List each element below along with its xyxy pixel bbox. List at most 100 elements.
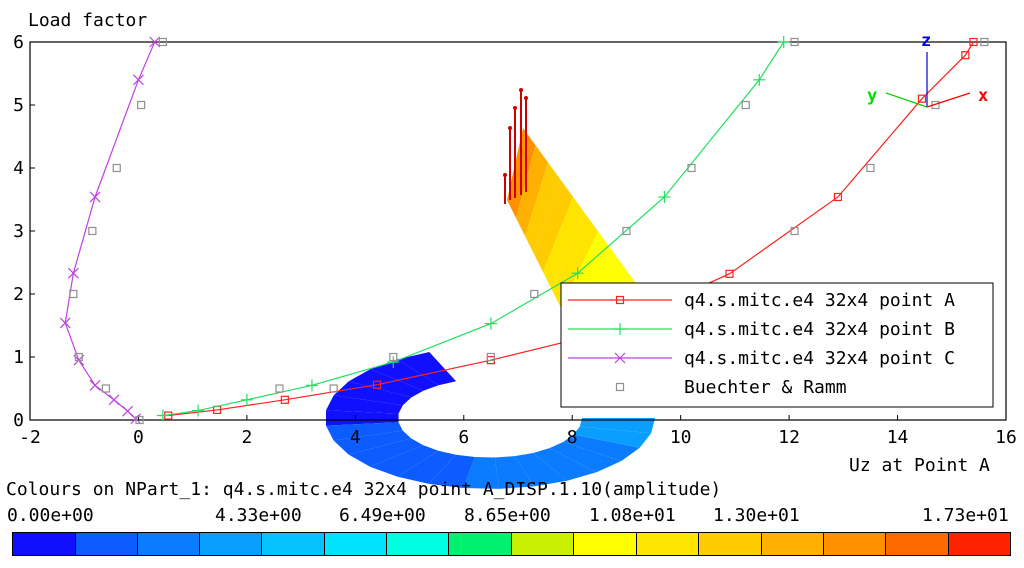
x-tick-label: 2: [241, 427, 252, 448]
legend-label: q4.s.mitc.e4 32x4 point A: [684, 290, 955, 311]
shell-band: [543, 196, 586, 290]
shell-ring-segment: [579, 418, 655, 434]
triad-x-label: x: [978, 86, 988, 106]
colourbar-divider: [448, 532, 449, 556]
triad-z-label: z: [921, 31, 931, 51]
legend-marker: [614, 323, 626, 335]
y-tick-label: 0: [13, 410, 24, 431]
legend-label: q4.s.mitc.e4 32x4 point B: [684, 319, 955, 340]
data-point: [484, 317, 497, 330]
y-tick-label: 1: [13, 347, 24, 368]
colourbar-divider: [75, 532, 76, 556]
colourbar-divider: [823, 532, 824, 556]
x-tick-label: 6: [458, 427, 469, 448]
legend-item: q4.s.mitc.e4 32x4 point C: [568, 348, 955, 369]
colourbar-divider: [573, 532, 574, 556]
load-arrow-head: [524, 96, 528, 100]
triad-y-line: [885, 92, 928, 108]
data-point: [961, 51, 970, 60]
colourbar-divider: [324, 532, 325, 556]
colourbar-cell: [760, 533, 824, 555]
colourbar-tick-label: 8.65e+00: [464, 505, 551, 526]
shell-ring-segment: [549, 441, 622, 473]
data-point: [101, 384, 111, 393]
data-point: [389, 352, 398, 362]
data-point: [622, 226, 631, 236]
y-tick-label: 5: [13, 95, 24, 116]
colourbar-tick-label: 1.73e+01: [922, 505, 1009, 526]
series-2: [156, 36, 790, 422]
shell-ring-segment: [325, 395, 403, 414]
colourbar-divider: [386, 532, 387, 556]
legend-label: Buechter & Ramm: [684, 377, 847, 398]
legend-item: q4.s.mitc.e4 32x4 point A: [568, 290, 955, 311]
load-arrow-head: [519, 88, 523, 92]
colourbar-tick-label: 1.08e+01: [589, 505, 676, 526]
shell-ring-segment: [563, 434, 640, 461]
x-tick-label: 14: [887, 427, 909, 448]
x-axis-label: Uz at Point A: [849, 455, 990, 476]
shell-ring-segment: [325, 422, 403, 441]
shell-ring-segment: [397, 450, 456, 484]
colourbar-cell: [262, 533, 325, 555]
data-point: [741, 100, 750, 110]
colourbar-divider: [948, 532, 949, 556]
load-arrow-head: [513, 106, 517, 110]
data-point: [753, 73, 766, 86]
legend-box: [560, 282, 994, 408]
colourbar-cell: [636, 533, 699, 555]
data-point: [133, 74, 144, 86]
colourbar: [12, 532, 1011, 556]
data-point: [122, 405, 134, 417]
triad-y-label: y: [867, 86, 877, 106]
shell-ring-segment: [573, 426, 652, 448]
shell-ring-segment: [370, 359, 439, 391]
data-point: [917, 94, 927, 103]
data-point: [149, 36, 161, 48]
data-point: [777, 36, 790, 48]
data-point: [833, 192, 843, 202]
colourbar-tick-label: 6.49e+00: [339, 505, 426, 526]
x-tick-label: 4: [350, 427, 361, 448]
data-point: [135, 415, 144, 425]
data-point: [658, 190, 671, 203]
x-tick-label: 12: [778, 427, 800, 448]
colourbar-tick-label: 4.33e+00: [215, 505, 302, 526]
legend-item: q4.s.mitc.e4 32x4 point B: [568, 319, 955, 340]
data-point: [192, 404, 205, 417]
data-point: [372, 380, 382, 389]
shell-ring-segment: [463, 457, 499, 489]
shell-ring-segment: [333, 381, 412, 406]
x-tick-label: 16: [995, 427, 1017, 448]
shell-ring-segment: [348, 438, 424, 467]
shell-band: [516, 145, 548, 236]
data-point: [980, 37, 989, 47]
x-tick-label: -2: [19, 427, 41, 448]
data-point: [59, 317, 71, 329]
chart-legend: q4.s.mitc.e4 32x4 point A q4.s.mitc.e4 32…: [560, 282, 994, 408]
shell-ring-segment: [428, 454, 476, 489]
data-point: [158, 37, 167, 47]
x-tick-label: 0: [133, 427, 144, 448]
legend-marker: [615, 295, 625, 305]
data-point: [89, 191, 101, 203]
colourbar-cell: [137, 533, 200, 555]
series-3: [59, 36, 161, 425]
shell-ring-segment: [370, 445, 439, 477]
legend-marker: [614, 352, 626, 364]
colourbar-cell: [573, 533, 637, 555]
colourbar-divider: [885, 532, 886, 556]
colourbar-divider: [261, 532, 262, 556]
colourbar-divider: [698, 532, 699, 556]
legend-label: q4.s.mitc.e4 32x4 point C: [684, 348, 955, 369]
triad-x-line: [926, 92, 971, 108]
data-point: [530, 289, 539, 299]
data-point: [486, 352, 495, 362]
y-tick-label: 4: [13, 158, 24, 179]
shell-ring-segment: [514, 452, 568, 487]
x-tick-label: 8: [567, 427, 578, 448]
data-point: [69, 289, 78, 299]
shell-ring-segment: [533, 448, 597, 481]
data-point: [156, 409, 169, 422]
